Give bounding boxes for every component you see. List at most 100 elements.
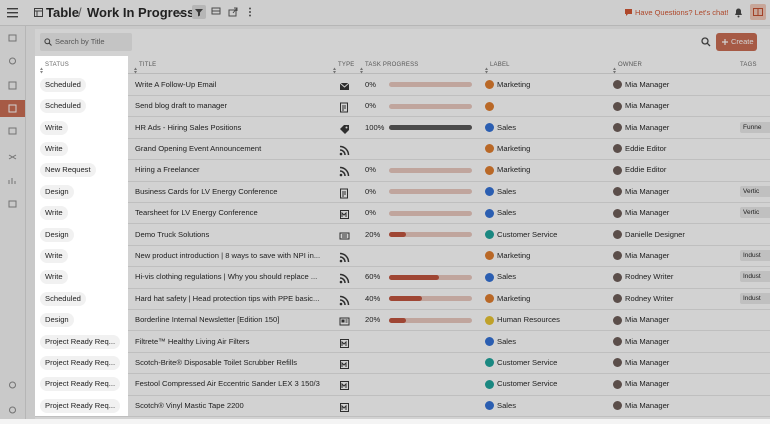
group-icon[interactable] [211,7,221,17]
avatar [613,358,622,368]
status-pill[interactable]: Design [40,184,74,199]
owner: Eddie Editor [625,143,667,153]
status-pill[interactable]: Write [40,248,68,263]
column-header[interactable]: LABEL [490,62,510,68]
title[interactable]: Business Cards for LV Energy Conference [135,186,278,196]
status-pill[interactable]: Scheduled [40,99,86,114]
title[interactable]: Hi-vis clothing regulations | Why you sh… [135,272,318,282]
chat-icon [625,9,632,16]
progress-track [389,167,472,173]
owner: Mia Manager [625,336,670,346]
label-dot [485,401,494,411]
progress-label: 40% [365,293,381,303]
export-icon[interactable] [228,7,238,17]
label-dot [485,315,494,325]
create-button[interactable]: Create [716,33,757,51]
status-pill[interactable]: Write [40,120,68,135]
progress-label: 0% [365,79,376,89]
more-icon[interactable] [248,7,252,18]
bell-icon[interactable] [734,7,743,18]
title[interactable]: Scotch® Vinyl Mastic Tape 2200 [135,400,244,410]
menu-icon[interactable] [7,7,19,18]
type-icon [339,400,350,412]
help-link[interactable]: Have Questions? Let's chat! [635,8,729,17]
top-bar: Table / Work In Progress Have Questions?… [0,0,770,26]
row-line [35,202,770,203]
view-name[interactable]: Work In Progress [87,5,195,20]
status-pill[interactable]: Design [40,313,74,328]
sort-icon [333,61,336,74]
avatar [613,80,622,90]
tag: Vertic [740,185,770,197]
type-icon [339,164,350,177]
label: Sales [497,186,516,196]
owner: Mia Manager [625,250,670,260]
row-line [35,159,770,161]
row-line [35,351,770,353]
chevron[interactable] [176,10,184,16]
title[interactable]: New product introduction | 8 ways to sav… [135,250,321,260]
column-header[interactable]: TYPE [338,62,355,68]
status-pill[interactable]: Write [40,141,68,156]
column-header[interactable]: OWNER [618,62,642,68]
title[interactable]: Borderline Internal Newsletter [Edition … [135,315,280,325]
label-dot [485,251,494,261]
search-box[interactable]: Search by Title [40,33,132,51]
progress-label: 20% [365,229,381,239]
status-pill[interactable]: Scheduled [40,77,86,92]
column-header[interactable]: TITLE [139,62,157,68]
type-icon [339,229,350,240]
label-dot [485,208,494,218]
status-pill[interactable]: Project Ready Req... [40,377,121,392]
title[interactable]: Hard hat safety | Head protection tips w… [135,293,320,303]
title[interactable]: HR Ads - Hiring Sales Positions [135,122,242,132]
title[interactable]: Scotch-Brite® Disposable Toilet Scrubber… [135,357,298,367]
label-dot [485,187,494,197]
title[interactable]: Hiring a Freelancer [135,165,200,175]
filter-button[interactable] [192,5,206,19]
avatar [613,251,622,261]
title[interactable]: Send blog draft to manager [135,101,228,111]
progress-label: 100% [365,122,385,132]
label: Marketing [497,165,531,175]
status-pill[interactable]: Design [40,227,74,242]
column-header[interactable]: TASK PROGRESS [365,62,419,68]
sort-icon [613,61,616,74]
title[interactable]: Tearsheet for LV Energy Conference [135,208,258,218]
status-pill[interactable]: Project Ready Req... [40,398,121,413]
column-header[interactable]: STATUS [45,62,69,68]
type-icon [339,122,350,134]
title[interactable]: Grand Opening Event Announcement [135,143,262,153]
tag: Indust [740,292,770,304]
label: Customer Service [497,379,558,389]
title[interactable]: Write A Follow-Up Email [135,79,217,89]
status-pill[interactable]: Project Ready Req... [40,355,121,370]
label-dot [485,144,494,154]
status-pill[interactable]: New Request [40,163,96,178]
progress-label: 60% [365,272,381,282]
status-pill[interactable]: Write [40,270,68,285]
type-icon [339,186,350,199]
status-pill[interactable]: Scheduled [40,291,86,306]
title[interactable]: Filtrete™ Healthy Living Air Filters [135,336,250,346]
owner: Rodney Writer [625,293,674,303]
row-line [35,223,770,225]
status-pill[interactable]: Write [40,206,68,221]
avatar [613,315,622,325]
label: Sales [497,400,516,410]
label: Customer Service [497,229,558,239]
status-pill[interactable]: Project Ready Req... [40,334,121,349]
avatar [613,272,622,282]
label: Sales [497,272,516,282]
search-icon[interactable] [701,37,711,47]
title[interactable]: Festool Compressed Air Eccentric Sander … [135,379,320,389]
panel-button[interactable] [750,4,766,20]
title[interactable]: Demo Truck Solutions [135,229,210,239]
label: Customer Service [497,357,558,367]
owner: Mia Manager [625,101,670,111]
row-line [35,266,770,268]
label: Sales [497,336,516,346]
owner: Danielle Designer [625,229,685,239]
column-header[interactable]: TAGS [740,62,757,68]
avatar [613,337,622,346]
